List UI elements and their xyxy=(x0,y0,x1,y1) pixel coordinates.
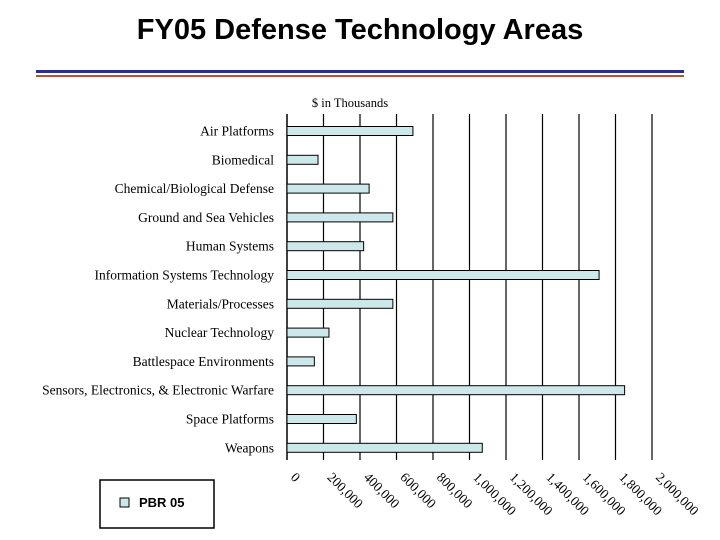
category-label: Battlespace Environments xyxy=(133,354,274,369)
category-label: Nuclear Technology xyxy=(165,325,275,340)
x-tick-label: 200,000 xyxy=(324,470,366,512)
slide-title: FY05 Defense Technology Areas xyxy=(136,14,584,46)
x-tick-label: 400,000 xyxy=(361,470,403,512)
category-label: Chemical/Biological Defense xyxy=(115,181,274,196)
category-label: Air Platforms xyxy=(200,124,274,139)
bar xyxy=(286,298,394,309)
chart-category-labels: Air Platforms Biomedical Chemical/Biologic… xyxy=(42,124,274,456)
x-tick-label: 800,000 xyxy=(434,470,476,512)
category-label: Weapons xyxy=(225,440,274,455)
bar xyxy=(286,183,370,194)
bar xyxy=(286,270,600,280)
bar xyxy=(286,414,357,424)
category-label: Information Systems Technology xyxy=(94,268,274,283)
x-tick-label: 600,000 xyxy=(397,470,439,512)
category-label: Human Systems xyxy=(186,239,274,254)
legend-label: PBR 05 xyxy=(139,495,185,510)
category-label: Ground and Sea Vehicles xyxy=(138,210,274,225)
x-tick-label: 0 xyxy=(288,470,304,486)
legend-box xyxy=(99,479,215,529)
bar xyxy=(286,442,483,453)
bar xyxy=(286,356,315,367)
bar xyxy=(286,327,330,338)
bar xyxy=(286,385,626,396)
chart-bars xyxy=(286,126,626,453)
bar xyxy=(286,126,414,136)
category-label: Space Platforms xyxy=(186,412,274,427)
category-label: Sensors, Electronics, & Electronic Warfa… xyxy=(42,383,274,398)
category-label: Materials/Processes xyxy=(167,296,274,311)
bar xyxy=(286,154,319,165)
category-label: Biomedical xyxy=(212,152,274,167)
legend-swatch xyxy=(119,497,130,508)
title-divider-blue xyxy=(36,70,684,73)
chart-tick-labels: 0 200,000400,000600,000800,0001,000,0001,… xyxy=(288,470,702,519)
title-divider-red xyxy=(36,75,684,77)
chart-legend: PBR 05 xyxy=(99,479,215,529)
bar xyxy=(286,212,394,223)
unit-label: $ in Thousands xyxy=(312,96,388,110)
bar xyxy=(286,241,365,252)
chart-gridlines xyxy=(286,114,653,460)
